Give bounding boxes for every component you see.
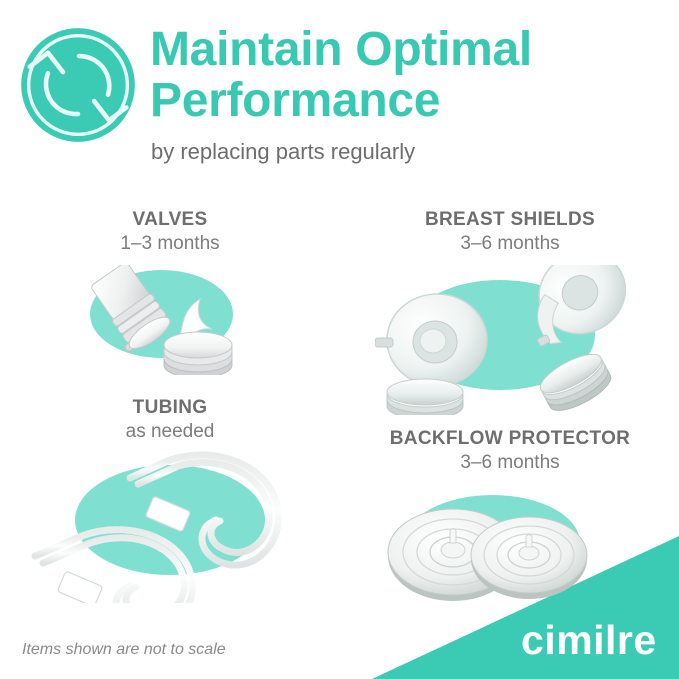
svg-text:cimilre: cimilre — [521, 617, 657, 663]
